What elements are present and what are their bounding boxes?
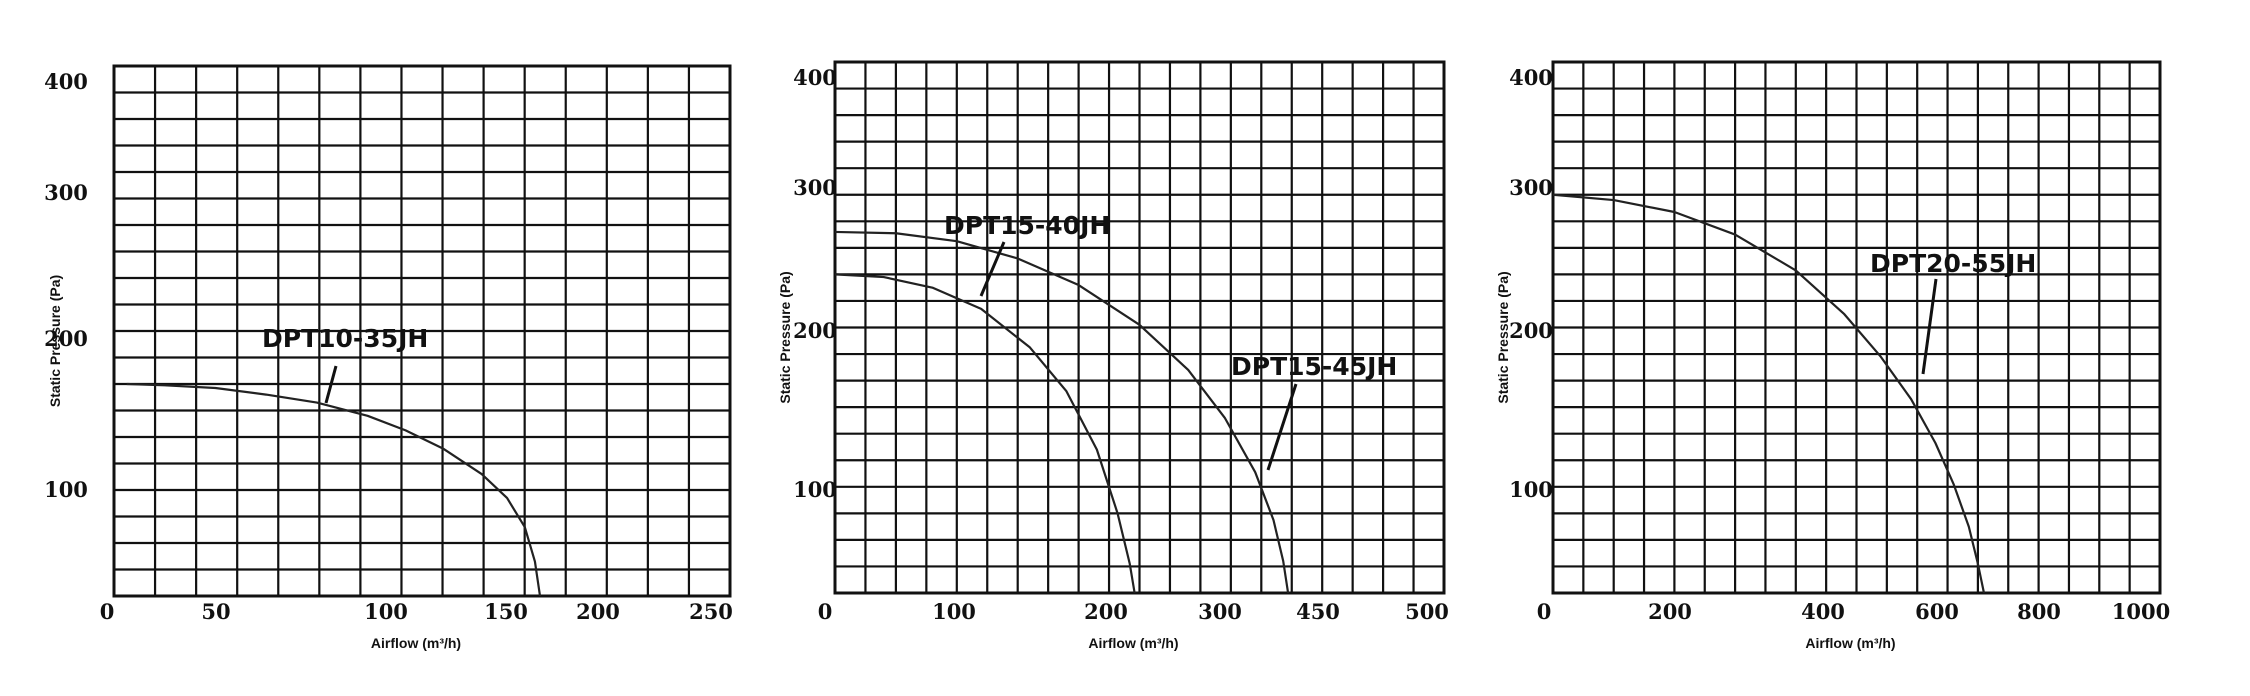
y-tick-label: 400	[44, 69, 88, 94]
x-tick-label: 500	[1405, 599, 1449, 624]
x-axis-title: Airflow (m³/h)	[371, 635, 461, 651]
curve-label: DPT15-40JH	[944, 211, 1110, 240]
x-tick-label: 150	[484, 599, 528, 624]
plot-frame	[833, 60, 1446, 595]
y-tick-label: 100	[1509, 477, 1553, 502]
chart-panel-1: 400 300 200 100 0 50 100 150 200 250 Airflow (m³/h…	[44, 64, 733, 651]
x-axis-title: Airflow (m³/h)	[1805, 635, 1895, 651]
curve-label: DPT15-45JH	[1231, 352, 1397, 381]
grid	[835, 62, 1444, 593]
y-tick-label: 400	[1509, 65, 1553, 90]
x-tick-label: 300	[1198, 599, 1242, 624]
y-tick-label: 300	[793, 175, 837, 200]
series-line-DPT15-40JH	[834, 273, 1136, 594]
series-line-DPT10-35JH	[126, 382, 542, 597]
leader-line	[979, 241, 1006, 297]
x-tick-label: 600	[1915, 599, 1959, 624]
curve-label: DPT10-35JH	[262, 324, 428, 353]
x-tick-label: 0	[818, 599, 833, 624]
x-tick-label: 50	[201, 599, 230, 624]
x-tick-label: 1000	[2112, 599, 2170, 624]
y-tick-label: 200	[793, 318, 837, 343]
leader-line	[1266, 383, 1298, 471]
x-tick-label: 100	[932, 599, 976, 624]
plot-frame	[112, 64, 732, 598]
series-line-DPT20-55JH	[1552, 193, 1986, 594]
x-tick-label: 250	[689, 599, 733, 624]
chart-panel-2: 400 300 200 100 0 100 200 300 450 500 Airflow (m³/…	[777, 60, 1449, 651]
x-tick-label: 200	[1648, 599, 1692, 624]
grid	[114, 66, 730, 596]
x-axis-title: Airflow (m³/h)	[1088, 635, 1178, 651]
x-tick-label: 0	[100, 599, 115, 624]
y-axis-title: Static Pressure (Pa)	[777, 271, 793, 403]
y-tick-label: 100	[44, 477, 88, 502]
x-tick-label: 200	[576, 599, 620, 624]
leader-line	[324, 365, 338, 404]
grid	[1553, 62, 2160, 593]
series-line-DPT15-45JH	[834, 230, 1290, 594]
y-axis-title: Static Pressure (Pa)	[47, 275, 63, 407]
y-tick-label: 100	[793, 477, 837, 502]
y-axis-title: Static Pressure (Pa)	[1495, 271, 1511, 403]
plot-frame	[1551, 60, 2162, 595]
x-tick-label: 400	[1801, 599, 1845, 624]
y-tick-label: 300	[1509, 175, 1553, 200]
x-tick-label: 0	[1537, 599, 1552, 624]
y-tick-label: 400	[793, 65, 837, 90]
x-tick-label: 200	[1084, 599, 1128, 624]
leader-line	[1921, 278, 1938, 375]
y-tick-label: 200	[44, 326, 88, 351]
y-tick-label: 200	[1509, 318, 1553, 343]
curve-label: DPT20-55JH	[1870, 249, 2036, 278]
x-tick-label: 100	[364, 599, 408, 624]
y-tick-label: 300	[44, 180, 88, 205]
x-tick-label: 800	[2017, 599, 2061, 624]
x-tick-label: 450	[1296, 599, 1340, 624]
